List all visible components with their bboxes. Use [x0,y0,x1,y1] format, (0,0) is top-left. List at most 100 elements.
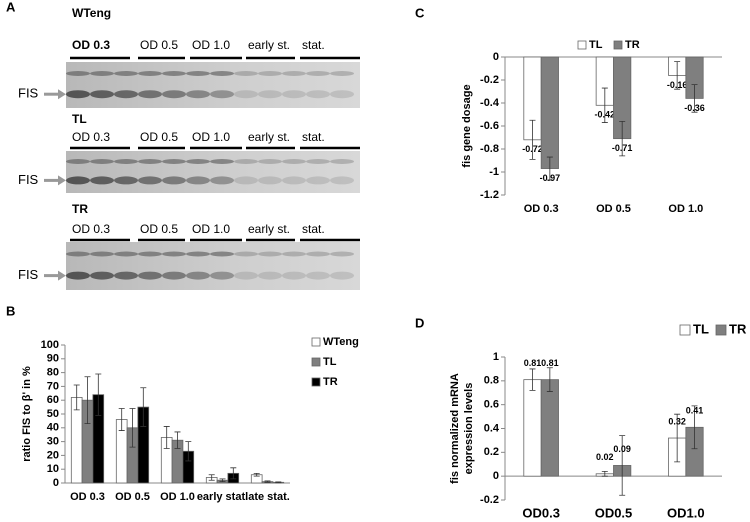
error-bar [529,119,536,160]
panel-label: A [6,0,16,14]
marker-label: FIS [18,86,39,101]
legend-label: TL [693,321,709,336]
lane-label: early st. [248,130,290,144]
lane-label: OD 0.5 [140,38,178,52]
value-label: 0.41 [686,406,704,416]
marker-label: FIS [18,172,39,187]
error-bar [529,368,536,391]
band [186,90,210,99]
value-label: 0.81 [524,358,542,368]
band [234,90,258,99]
panel-label: C [415,5,425,20]
value-label: 0.81 [541,358,559,368]
error-bar [674,61,681,90]
band [330,251,354,257]
band [66,71,90,76]
error-bar [619,435,626,496]
y-tick-label: 60 [47,394,59,406]
band [306,71,330,76]
lane-label: early st. [248,222,290,236]
x-tick-label: OD1.0 [667,505,705,520]
x-tick-label: OD 0.3 [524,203,559,215]
band [114,90,138,99]
marker-arrow-head [58,89,66,100]
band [114,176,138,185]
y-tick-label: 0.6 [484,399,499,411]
y-tick-label: 20 [47,449,59,461]
blot-image [66,242,360,290]
band [210,176,234,185]
y-tick-label: -0.4 [480,97,500,109]
legend-swatch [613,40,623,50]
value-label: -0.36 [684,103,705,113]
error-bar [619,121,626,157]
lane-label: OD 1.0 [192,222,230,236]
band [90,271,114,280]
band [90,159,114,164]
error-bar [674,413,681,463]
band [162,251,186,257]
x-tick-label: OD 0.5 [596,203,631,215]
band [306,159,330,164]
error-bar [140,387,147,427]
band [90,90,114,99]
band [66,251,90,257]
band [66,159,90,164]
error-bar [601,87,608,123]
legend-label: TR [625,39,640,51]
y-tick-label: -1 [489,166,499,178]
marker-arrow-head [58,175,66,186]
band [186,271,210,280]
band [186,251,210,257]
legend-swatch [715,324,727,336]
band [282,90,306,99]
band [138,251,162,257]
band [138,90,162,99]
y-tick-label: -0.2 [480,494,499,506]
bar [70,397,83,484]
legend-swatch [311,337,321,347]
y-tick-label: 0.8 [484,375,499,387]
legend-swatch [311,377,321,387]
error-bar [95,373,102,416]
x-tick-label: OD 0.3 [70,491,105,503]
legend-label: TR [729,321,747,336]
band [210,159,234,164]
band [330,271,354,280]
bar [523,379,542,477]
error-bar [230,467,237,480]
band [258,176,282,185]
band [162,90,186,99]
band [162,159,186,164]
y-tick-label: 50 [47,408,59,420]
band [306,271,330,280]
band [282,71,306,76]
band [258,271,282,280]
marker-label: FIS [18,267,39,282]
band [258,71,282,76]
y-tick-label: 90 [47,353,59,365]
panel-label: B [6,303,15,318]
band [90,71,114,76]
band [138,159,162,164]
strain-label: WTeng [72,6,111,20]
legend-swatch [311,357,321,367]
error-bar [185,441,192,462]
x-tick-label: late stat. [245,491,290,503]
band [282,271,306,280]
value-label: -0.42 [595,110,616,120]
y-tick-label: 30 [47,436,59,448]
band [306,176,330,185]
band [234,71,258,76]
band [330,71,354,76]
band [234,176,258,185]
y-axis-label: fis gene dosage [461,84,473,167]
x-tick-label: OD 1.0 [160,491,195,503]
band [258,90,282,99]
lane-label: OD 0.5 [140,130,178,144]
legend-swatch [577,40,587,50]
band [210,90,234,99]
error-bar [264,480,271,483]
error-bar [163,426,170,449]
